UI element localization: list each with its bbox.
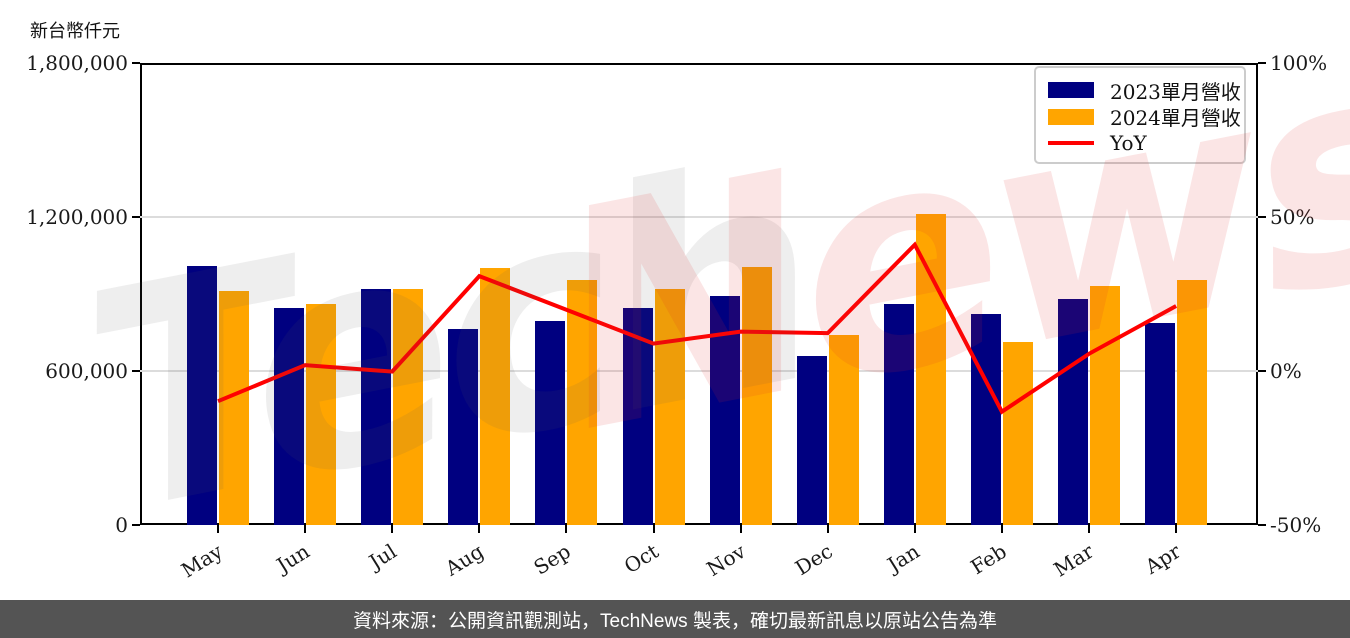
x-tick-mark bbox=[1088, 525, 1090, 533]
bar-2024單月營收-Mar bbox=[1090, 286, 1120, 525]
bar-2023單月營收-Jul bbox=[361, 288, 392, 525]
x-tick-mark bbox=[1000, 525, 1003, 533]
y-left-tick-mark bbox=[132, 370, 140, 372]
x-tick-mark bbox=[391, 525, 394, 533]
x-tick-mark bbox=[1175, 525, 1178, 533]
bar-2024單月營收-Jul bbox=[393, 289, 424, 525]
bar-2024單月營收-Feb bbox=[1002, 342, 1033, 525]
bar-2023單月營收-Sep bbox=[535, 321, 566, 525]
legend-color-swatch bbox=[1048, 82, 1094, 98]
y-right-tick-mark bbox=[1258, 370, 1266, 372]
x-tick-mark bbox=[478, 525, 481, 533]
x-tick-mark bbox=[739, 525, 742, 533]
y-left-tick-label: 1,800,000 bbox=[26, 51, 128, 75]
x-tick-label-Oct: Oct bbox=[619, 539, 663, 579]
bar-2024單月營收-Aug bbox=[480, 268, 511, 525]
x-tick-label-Nov: Nov bbox=[701, 539, 750, 581]
bar-2024單月營收-Jan bbox=[915, 213, 946, 525]
x-tick-label-Feb: Feb bbox=[966, 539, 1011, 580]
x-tick-label-Mar: Mar bbox=[1049, 539, 1098, 582]
bar-2023單月營收-Apr bbox=[1145, 323, 1176, 525]
y-right-tick-label: -50% bbox=[1270, 513, 1322, 537]
x-tick-mark bbox=[217, 525, 219, 533]
bar-2024單月營收-May bbox=[219, 290, 249, 525]
gridline bbox=[140, 216, 1258, 218]
x-tick-label-Apr: Apr bbox=[1140, 539, 1185, 579]
bar-2023單月營收-Jan bbox=[883, 304, 914, 525]
x-tick-mark bbox=[652, 525, 655, 533]
bar-2023單月營收-May bbox=[187, 265, 217, 525]
x-tick-mark bbox=[826, 525, 829, 533]
bar-2023單月營收-Oct bbox=[622, 308, 653, 525]
y-left-tick-label: 1,200,000 bbox=[26, 205, 128, 229]
legend-label: 2024單月營收 bbox=[1110, 106, 1241, 130]
legend-line-swatch bbox=[1048, 141, 1094, 145]
bar-2024單月營收-Oct bbox=[654, 289, 685, 525]
x-tick-label-Jan: Jan bbox=[882, 539, 924, 577]
bar-2023單月營收-Aug bbox=[448, 328, 479, 525]
y-right-tick-label: 50% bbox=[1270, 205, 1315, 229]
legend-color-swatch bbox=[1048, 108, 1094, 125]
bar-2024單月營收-Jun bbox=[306, 303, 337, 525]
legend-label: YoY bbox=[1110, 131, 1147, 155]
x-tick-label-May: May bbox=[176, 539, 227, 583]
plot-frame bbox=[140, 63, 1258, 525]
legend-item-2023單月營收: 2023單月營收 bbox=[1048, 77, 1241, 104]
x-tick-mark bbox=[913, 525, 916, 533]
y-right-tick-mark bbox=[1258, 62, 1266, 64]
y-left-tick-label: 600,000 bbox=[45, 359, 128, 383]
bar-2024單月營收-Dec bbox=[828, 335, 859, 525]
legend-item-2024單月營收: 2024單月營收 bbox=[1048, 104, 1241, 130]
bar-2023單月營收-Mar bbox=[1058, 298, 1088, 525]
x-tick-label-Aug: Aug bbox=[441, 539, 489, 581]
y-axis-title: 新台幣仟元 bbox=[30, 21, 120, 42]
chart-legend: 2023單月營收 2024單月營收 YoY bbox=[1034, 66, 1246, 164]
x-tick-mark bbox=[304, 525, 307, 533]
gridline bbox=[140, 370, 1258, 372]
plot-area bbox=[140, 63, 1258, 525]
x-tick-mark bbox=[565, 525, 568, 533]
y-left-tick-mark bbox=[132, 62, 140, 64]
x-tick-label-Jun: Jun bbox=[272, 539, 314, 578]
bar-2024單月營收-Apr bbox=[1177, 280, 1208, 525]
source-footer-text: 資料來源：公開資訊觀測站，TechNews 製表，確切最新訊息以原站公告為準 bbox=[353, 610, 997, 632]
y-left-tick-mark bbox=[132, 524, 140, 526]
y-right-tick-label: 0% bbox=[1270, 359, 1302, 383]
x-tick-label-Dec: Dec bbox=[790, 539, 837, 581]
bar-2023單月營收-Dec bbox=[796, 356, 827, 525]
bar-2023單月營收-Feb bbox=[970, 314, 1001, 525]
legend-label: 2023單月營收 bbox=[1110, 79, 1241, 104]
y-left-tick-label: 0 bbox=[115, 513, 128, 537]
yoy-line-chart bbox=[217, 241, 1178, 415]
legend-item-YoY: YoY bbox=[1048, 130, 1234, 156]
y-right-tick-mark bbox=[1258, 216, 1266, 218]
yoy-line bbox=[217, 241, 1178, 415]
x-tick-label-Sep: Sep bbox=[529, 539, 576, 580]
y-left-tick-mark bbox=[132, 216, 140, 218]
x-tick-label-Jul: Jul bbox=[365, 539, 401, 574]
bar-2023單月營收-Jun bbox=[274, 307, 305, 525]
bar-2024單月營收-Nov bbox=[741, 267, 772, 525]
y-right-tick-mark bbox=[1258, 524, 1266, 526]
source-footer: 資料來源：公開資訊觀測站，TechNews 製表，確切最新訊息以原站公告為準 bbox=[0, 600, 1350, 638]
y-right-tick-label: 100% bbox=[1270, 51, 1328, 75]
